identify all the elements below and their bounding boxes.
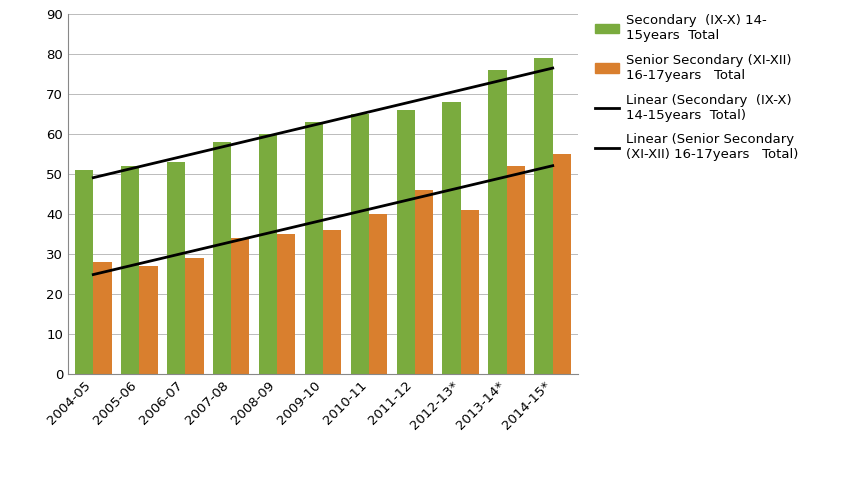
Bar [212,142,231,374]
Bar [350,114,369,374]
Bar [94,262,111,374]
Bar [167,162,185,374]
Bar [258,134,277,374]
Bar [231,238,250,374]
Bar [185,258,203,374]
Bar [461,210,479,374]
Bar [277,234,296,374]
Bar [552,154,571,374]
Bar [535,58,552,374]
Bar [304,122,323,374]
Bar [415,190,434,374]
Bar [396,110,415,374]
Bar [443,102,461,374]
Bar [323,230,342,374]
Bar [369,214,388,374]
Bar [75,170,94,374]
Bar [507,166,525,374]
Bar [121,166,139,374]
Bar [489,70,507,374]
Legend: Secondary  (IX-X) 14-
15years  Total, Senior Secondary (XI-XII)
16-17years   Tot: Secondary (IX-X) 14- 15years Total, Seni… [595,14,799,161]
Bar [139,266,157,374]
